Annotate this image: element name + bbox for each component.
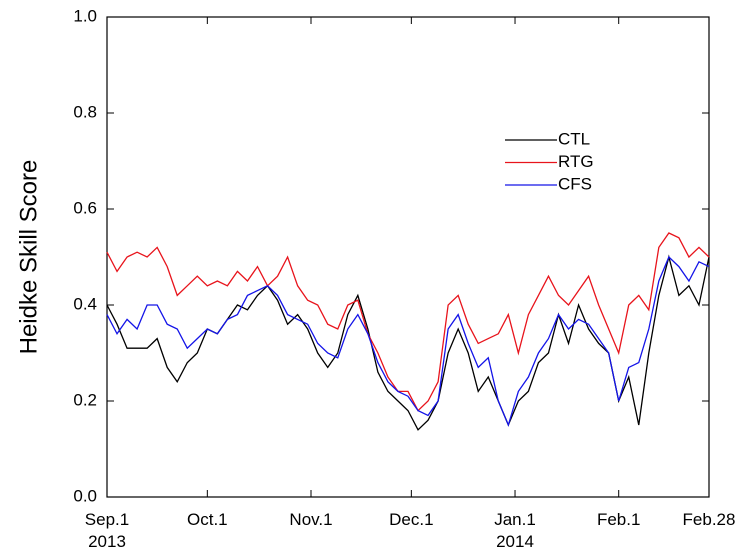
- x-tick-label: Dec.1: [389, 510, 433, 529]
- y-tick-label: 0.4: [73, 294, 97, 313]
- y-tick-label: 0.0: [73, 486, 97, 505]
- x-year-label: 2014: [496, 532, 534, 551]
- x-tick-label: Oct.1: [187, 510, 228, 529]
- x-tick-label: Feb.1: [597, 510, 640, 529]
- y-tick-label: 0.8: [73, 102, 97, 121]
- y-tick-label: 1.0: [73, 6, 97, 25]
- y-tick-label: 0.2: [73, 390, 97, 409]
- y-axis-label: Heidke Skill Score: [15, 160, 42, 355]
- legend-label: CFS: [558, 174, 592, 193]
- x-tick-label: Nov.1: [289, 510, 332, 529]
- x-tick-label: Feb.28: [683, 510, 736, 529]
- legend-label: RTG: [558, 152, 594, 171]
- series-line: [106, 254, 710, 431]
- plot-frame: [106, 16, 710, 498]
- x-tick-label: Jan.1: [494, 510, 536, 529]
- y-tick-label: 0.6: [73, 198, 97, 217]
- legend-label: CTL: [558, 129, 590, 148]
- series-line: [106, 255, 710, 427]
- x-tick-label: Sep.1: [85, 510, 129, 529]
- x-year-label: 2013: [88, 532, 126, 551]
- series-line: [106, 232, 710, 412]
